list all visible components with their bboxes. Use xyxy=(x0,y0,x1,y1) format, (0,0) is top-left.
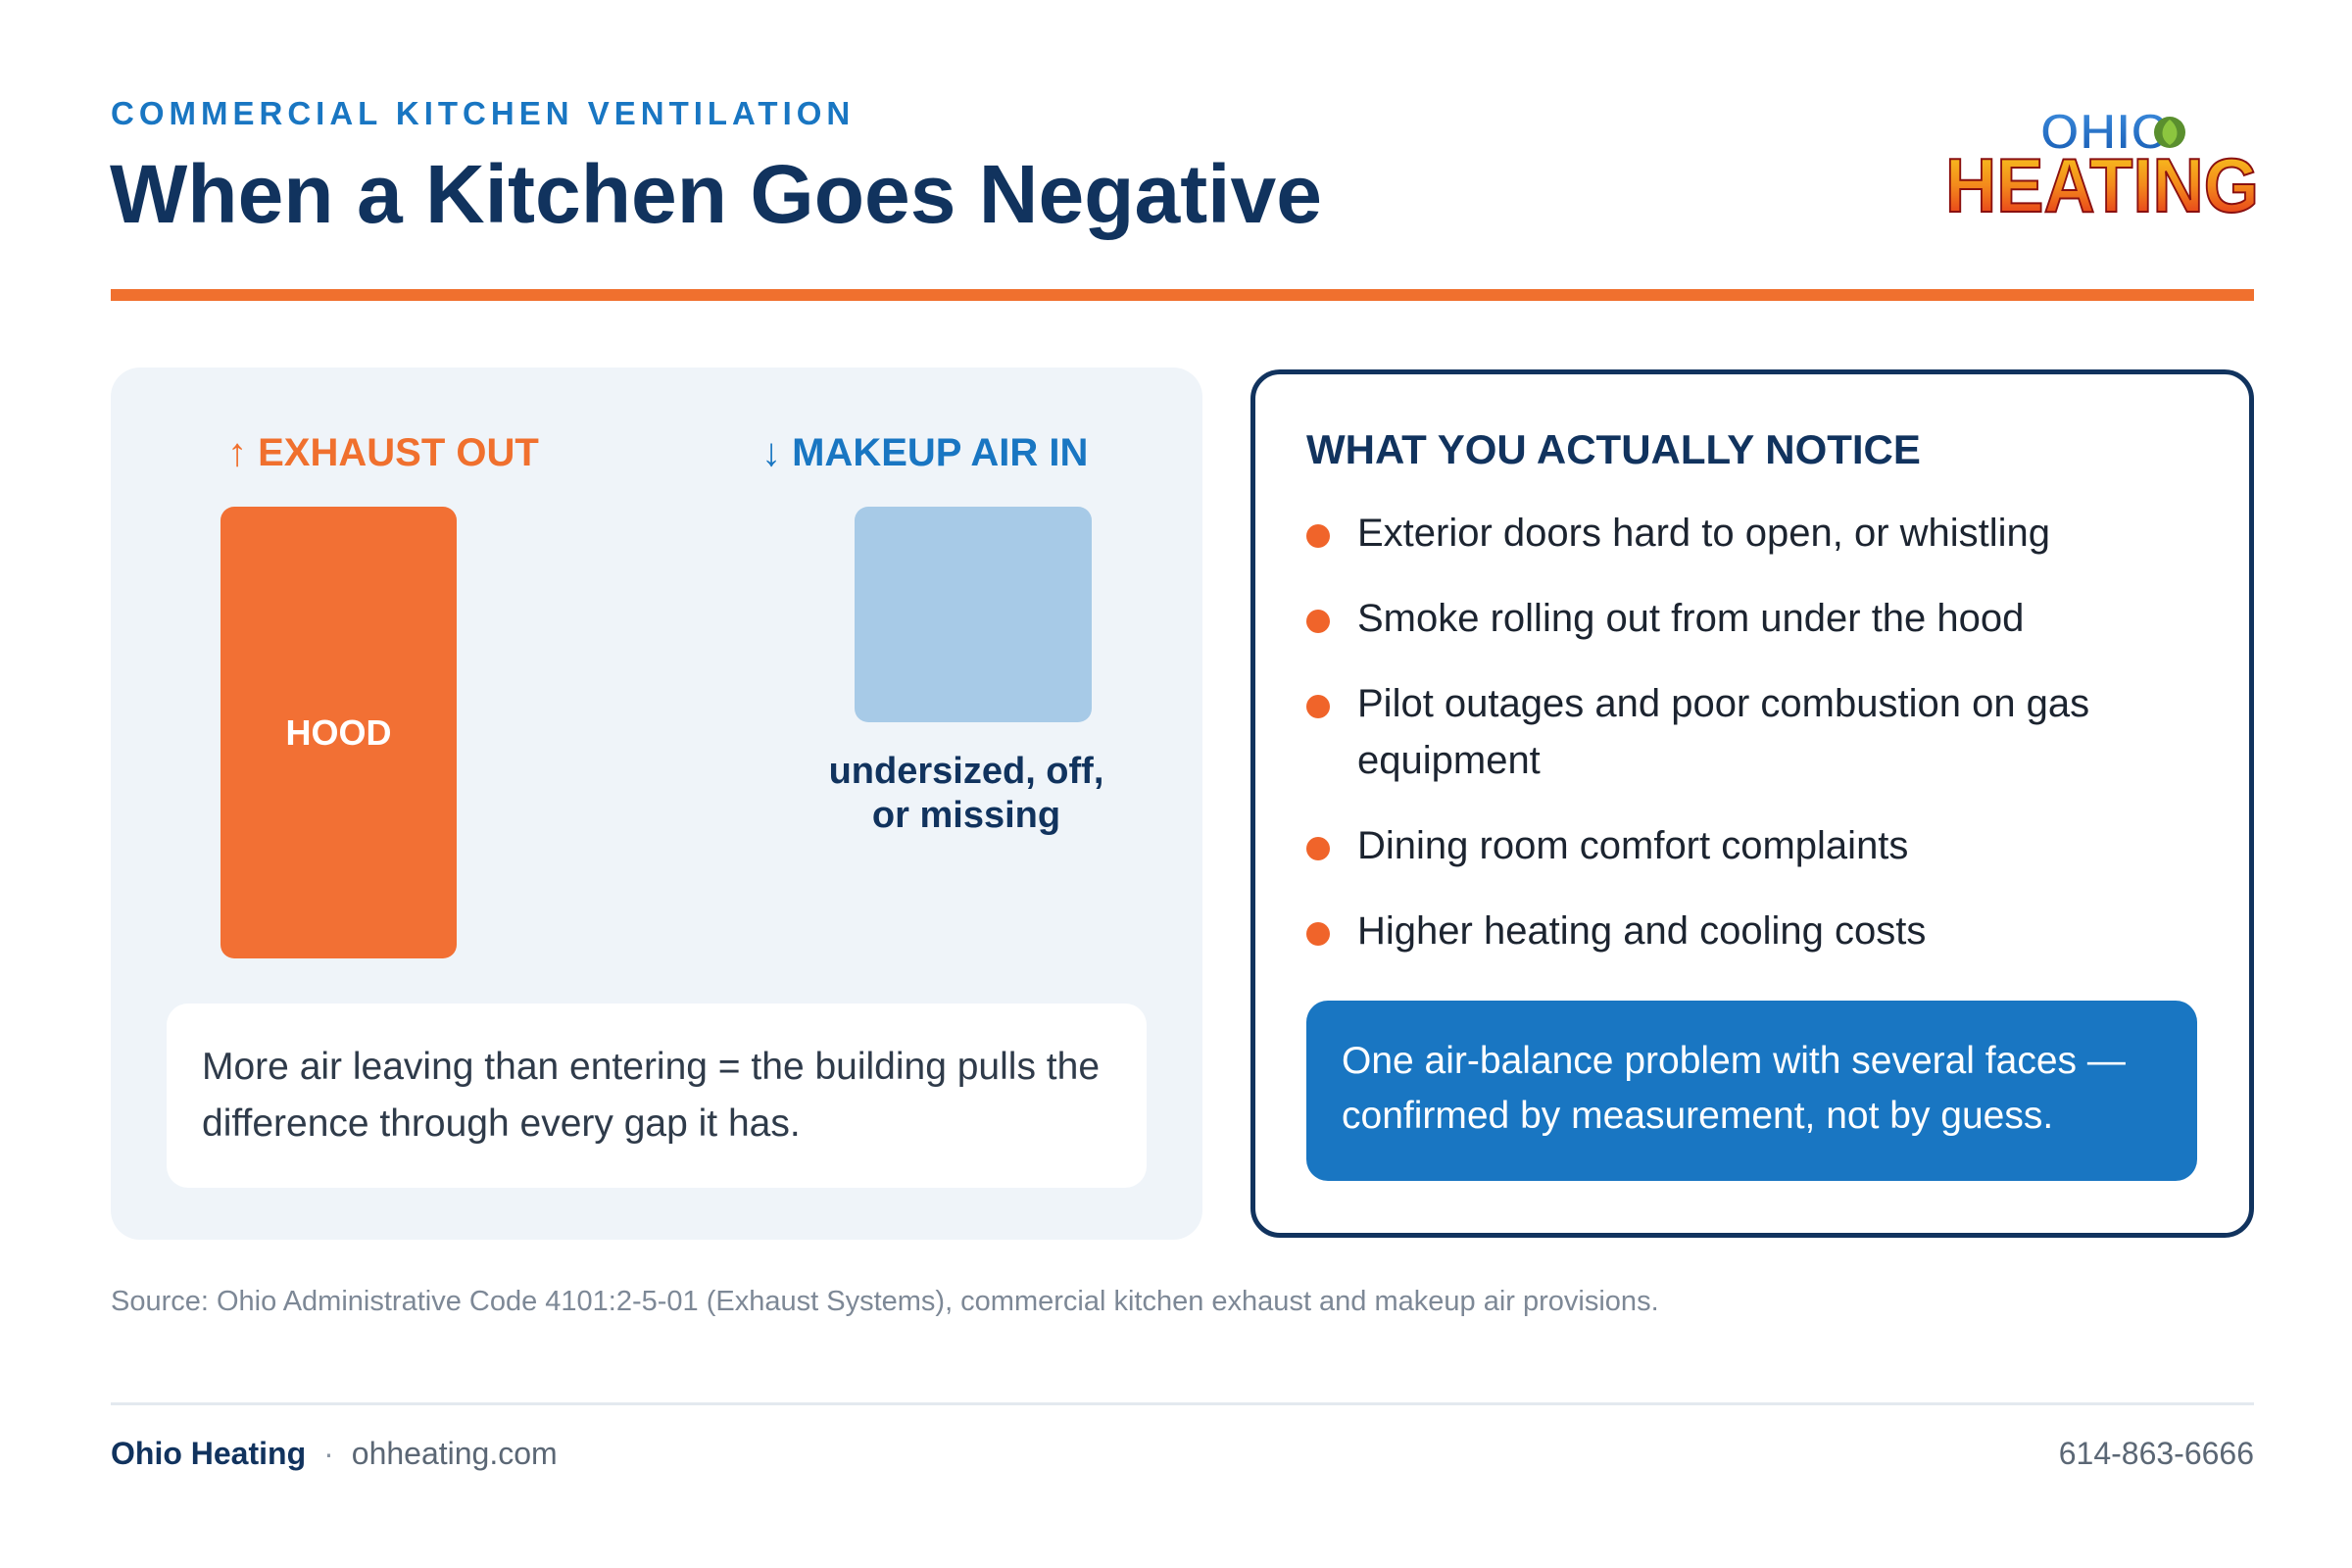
logo-wordmark-bottom: HEATING xyxy=(1945,142,2259,225)
footer-brand-line: Ohio Heating · ohheating.com xyxy=(111,1436,558,1472)
ohio-heating-logo: OHIO HEATING xyxy=(1944,103,2260,225)
symptom-item: Pilot outages and poor combustion on gas… xyxy=(1306,675,2218,789)
symptom-item: Smoke rolling out from under the hood xyxy=(1306,590,2218,647)
footer-brand-name: Ohio Heating xyxy=(111,1436,307,1471)
makeup-air-bar xyxy=(855,507,1092,722)
symptom-item: Dining room comfort complaints xyxy=(1306,817,2218,874)
symptom-text: Dining room comfort complaints xyxy=(1357,824,1909,867)
eyebrow-label: COMMERCIAL KITCHEN VENTILATION xyxy=(111,95,856,131)
bullet-dot-icon xyxy=(1306,922,1330,946)
footer-phone-number[interactable]: 614-863-6666 xyxy=(2058,1436,2254,1471)
symptom-item: Exterior doors hard to open, or whistlin… xyxy=(1306,505,2218,562)
footer-separator: · xyxy=(323,1436,334,1471)
leaf-icon xyxy=(2154,117,2185,148)
logo-wordmark-top: OHIO xyxy=(2040,104,2171,161)
source-citation: Source: Ohio Administrative Code 4101:2-… xyxy=(111,1286,1659,1317)
bullet-dot-icon xyxy=(1306,610,1330,633)
symptom-text: Higher heating and cooling costs xyxy=(1357,909,1927,953)
symptom-item: Higher heating and cooling costs xyxy=(1306,903,2218,959)
diagnosis-callout-text: One air-balance problem with several fac… xyxy=(1342,1040,2126,1137)
air-balance-equation-card: More air leaving than entering = the bui… xyxy=(167,1004,1147,1188)
page-title: When a Kitchen Goes Negative xyxy=(110,148,1322,240)
footer-website-link[interactable]: ohheating.com xyxy=(351,1436,558,1471)
diagnosis-callout: One air-balance problem with several fac… xyxy=(1306,1001,2197,1181)
hood-exhaust-bar: HOOD xyxy=(220,507,457,958)
symptom-text: Exterior doors hard to open, or whistlin… xyxy=(1357,512,2051,555)
hood-label: HOOD xyxy=(285,711,392,753)
symptom-text: Pilot outages and poor combustion on gas… xyxy=(1357,682,2090,782)
makeup-air-caption: undersized, off, or missing xyxy=(828,751,1104,836)
symptom-text: Smoke rolling out from under the hood xyxy=(1357,597,2025,640)
symptoms-heading: WHAT YOU ACTUALLY NOTICE xyxy=(1306,426,1921,472)
bullet-dot-icon xyxy=(1306,837,1330,860)
symptoms-list: Exterior doors hard to open, or whistlin… xyxy=(1306,505,2218,988)
footer-divider xyxy=(111,1402,2254,1405)
makeup-air-in-label: ↓ MAKEUP AIR IN xyxy=(761,431,1089,474)
bullet-dot-icon xyxy=(1306,524,1330,548)
header-divider xyxy=(111,289,2254,301)
air-balance-equation-text: More air leaving than entering = the bui… xyxy=(202,1046,1101,1145)
exhaust-out-label: ↑ EXHAUST OUT xyxy=(227,431,539,474)
bullet-dot-icon xyxy=(1306,695,1330,718)
